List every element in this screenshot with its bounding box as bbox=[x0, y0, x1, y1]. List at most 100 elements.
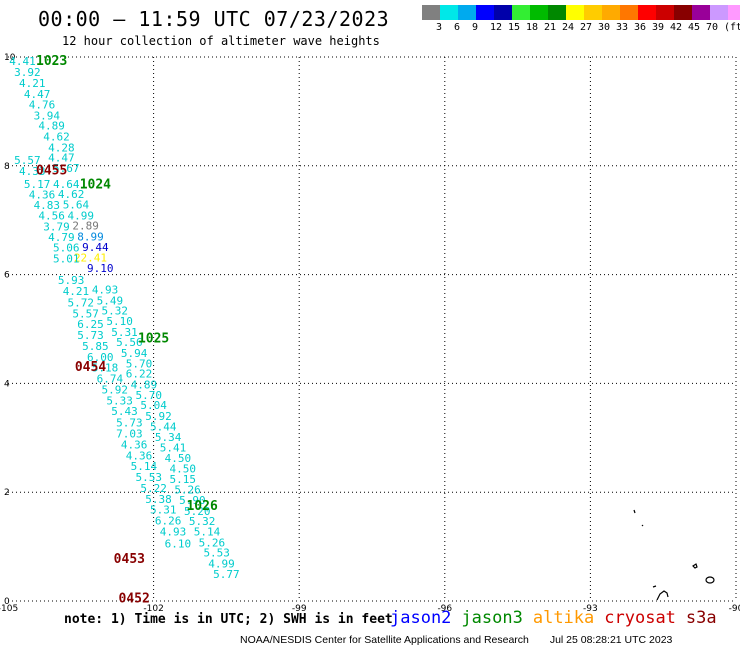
swh-value: 5.77 bbox=[213, 568, 240, 581]
pass-time-label: 1026 bbox=[186, 499, 217, 514]
swh-value: 5.49 bbox=[97, 294, 124, 307]
colorbar-swatch bbox=[530, 5, 548, 20]
mission-jason3: jason3 bbox=[461, 608, 523, 628]
colorbar-swatch bbox=[674, 5, 692, 20]
swh-value: 5.67 bbox=[53, 162, 80, 175]
swh-value: 5.17 bbox=[24, 178, 51, 191]
pass-time-label: 1024 bbox=[80, 177, 111, 192]
colorbar-swatch bbox=[692, 5, 710, 20]
colorbar-label: (ft) bbox=[724, 22, 740, 33]
colorbar-label: 36 bbox=[634, 22, 647, 33]
swh-value: 5.10 bbox=[106, 315, 133, 328]
map-subtitle: 12 hour collection of altimeter wave hei… bbox=[62, 34, 380, 48]
x-tick-label: -99 bbox=[292, 604, 307, 614]
colorbar-swatch bbox=[638, 5, 656, 20]
swh-value: 4.50 bbox=[169, 462, 196, 475]
swh-value: 4.47 bbox=[24, 88, 51, 101]
colorbar-swatch bbox=[566, 5, 584, 20]
swh-value: 4.76 bbox=[29, 98, 56, 111]
swh-value: 5.41 bbox=[160, 442, 187, 455]
swh-value: 5.90 bbox=[179, 494, 206, 507]
colorbar-swatch bbox=[494, 5, 512, 20]
swh-value: 5.43 bbox=[111, 405, 138, 418]
swh-value: 4.89 bbox=[38, 120, 65, 133]
swh-value: 5.56 bbox=[116, 336, 143, 349]
swh-value: 5.85 bbox=[82, 340, 109, 353]
colorbar-swatch bbox=[584, 5, 602, 20]
swh-value: 3.79 bbox=[43, 220, 70, 233]
swh-value: 9.44 bbox=[82, 241, 109, 254]
colorbar-label: 42 bbox=[670, 22, 683, 33]
x-tick-label: -90 bbox=[729, 604, 740, 614]
swh-value: 4.93 bbox=[92, 283, 119, 296]
pass-time-label: 1023 bbox=[36, 54, 67, 69]
swh-value: 5.53 bbox=[135, 471, 162, 484]
y-tick-label: 8 bbox=[4, 162, 10, 172]
swh-value: 4.36 bbox=[29, 189, 56, 202]
y-tick-label: 6 bbox=[4, 271, 10, 281]
swh-value: 5.20 bbox=[184, 505, 211, 518]
swh-value: 5.70 bbox=[135, 389, 162, 402]
coastline bbox=[652, 585, 657, 588]
swh-value: 8.99 bbox=[77, 231, 104, 244]
colorbar-label: 45 bbox=[688, 22, 701, 33]
y-tick-label: 0 bbox=[4, 597, 10, 607]
coastline bbox=[641, 524, 644, 527]
swh-value: 22.41 bbox=[74, 251, 107, 264]
swh-value: 5.44 bbox=[150, 420, 177, 433]
colorbar-swatch bbox=[656, 5, 674, 20]
agency-credit: NOAA/NESDIS Center for Satellite Applica… bbox=[240, 634, 529, 646]
mission-jason2: jason2 bbox=[390, 608, 452, 628]
y-tick-label: 10 bbox=[4, 53, 16, 63]
swh-value: 5.70 bbox=[126, 357, 153, 370]
pass-time-label: 1025 bbox=[138, 331, 169, 346]
colorbar-label: 6 bbox=[454, 22, 461, 33]
swh-value: 5.64 bbox=[63, 199, 90, 212]
swh-value: 5.94 bbox=[121, 347, 148, 360]
y-tick-label: 2 bbox=[4, 488, 10, 498]
map-title: 00:00 — 11:59 UTC 07/23/2023 bbox=[38, 7, 390, 31]
y-tick-label: 4 bbox=[4, 379, 10, 389]
colorbar-label: 33 bbox=[616, 22, 629, 33]
colorbar-swatch bbox=[422, 5, 440, 20]
swh-value: 5.34 bbox=[155, 431, 182, 444]
swh-value: 4.83 bbox=[34, 199, 61, 212]
swh-value: 4.62 bbox=[43, 131, 70, 144]
credit-line: NOAA/NESDIS Center for Satellite Applica… bbox=[240, 634, 690, 646]
colorbar-label: 9 bbox=[472, 22, 479, 33]
colorbar-label: 24 bbox=[562, 22, 575, 33]
colorbar-label: 3 bbox=[436, 22, 443, 33]
swh-value: 4.62 bbox=[58, 188, 85, 201]
swh-value: 4.99 bbox=[208, 558, 235, 571]
swh-value: 5.73 bbox=[77, 329, 104, 342]
swh-value: 5.57 bbox=[14, 154, 41, 167]
mission-s3a: s3a bbox=[685, 608, 717, 628]
swh-value: 5.14 bbox=[194, 525, 221, 538]
swh-value: 3.92 bbox=[14, 66, 41, 79]
swh-value: 5.18 bbox=[92, 362, 119, 375]
swh-value: 5.93 bbox=[58, 274, 85, 287]
pass-time-label: 0452 bbox=[119, 591, 150, 606]
swh-value: 5.31 bbox=[111, 326, 138, 339]
x-tick-label: -93 bbox=[583, 604, 598, 614]
swh-value: 5.26 bbox=[174, 484, 201, 497]
coastline bbox=[692, 563, 698, 569]
swh-value: 4.28 bbox=[48, 141, 75, 154]
swh-value: 4.64 bbox=[53, 178, 80, 191]
swh-value: 4.36 bbox=[126, 449, 153, 462]
swh-value: 4.21 bbox=[63, 285, 90, 298]
swh-value: 9.10 bbox=[87, 262, 114, 275]
colorbar-swatch bbox=[728, 5, 740, 20]
x-tick-label: -105 bbox=[0, 604, 18, 614]
x-tick-label: -102 bbox=[143, 604, 163, 614]
swh-value: 6.26 bbox=[155, 515, 182, 528]
swh-value: 5.57 bbox=[72, 307, 99, 320]
colorbar-label: 70 bbox=[706, 22, 719, 33]
swh-value: 5.32 bbox=[189, 515, 216, 528]
swh-value: 5.06 bbox=[53, 241, 80, 254]
swh-value: 5.92 bbox=[145, 410, 172, 423]
colorbar-swatch bbox=[476, 5, 494, 20]
swh-value: 4.93 bbox=[160, 525, 187, 538]
